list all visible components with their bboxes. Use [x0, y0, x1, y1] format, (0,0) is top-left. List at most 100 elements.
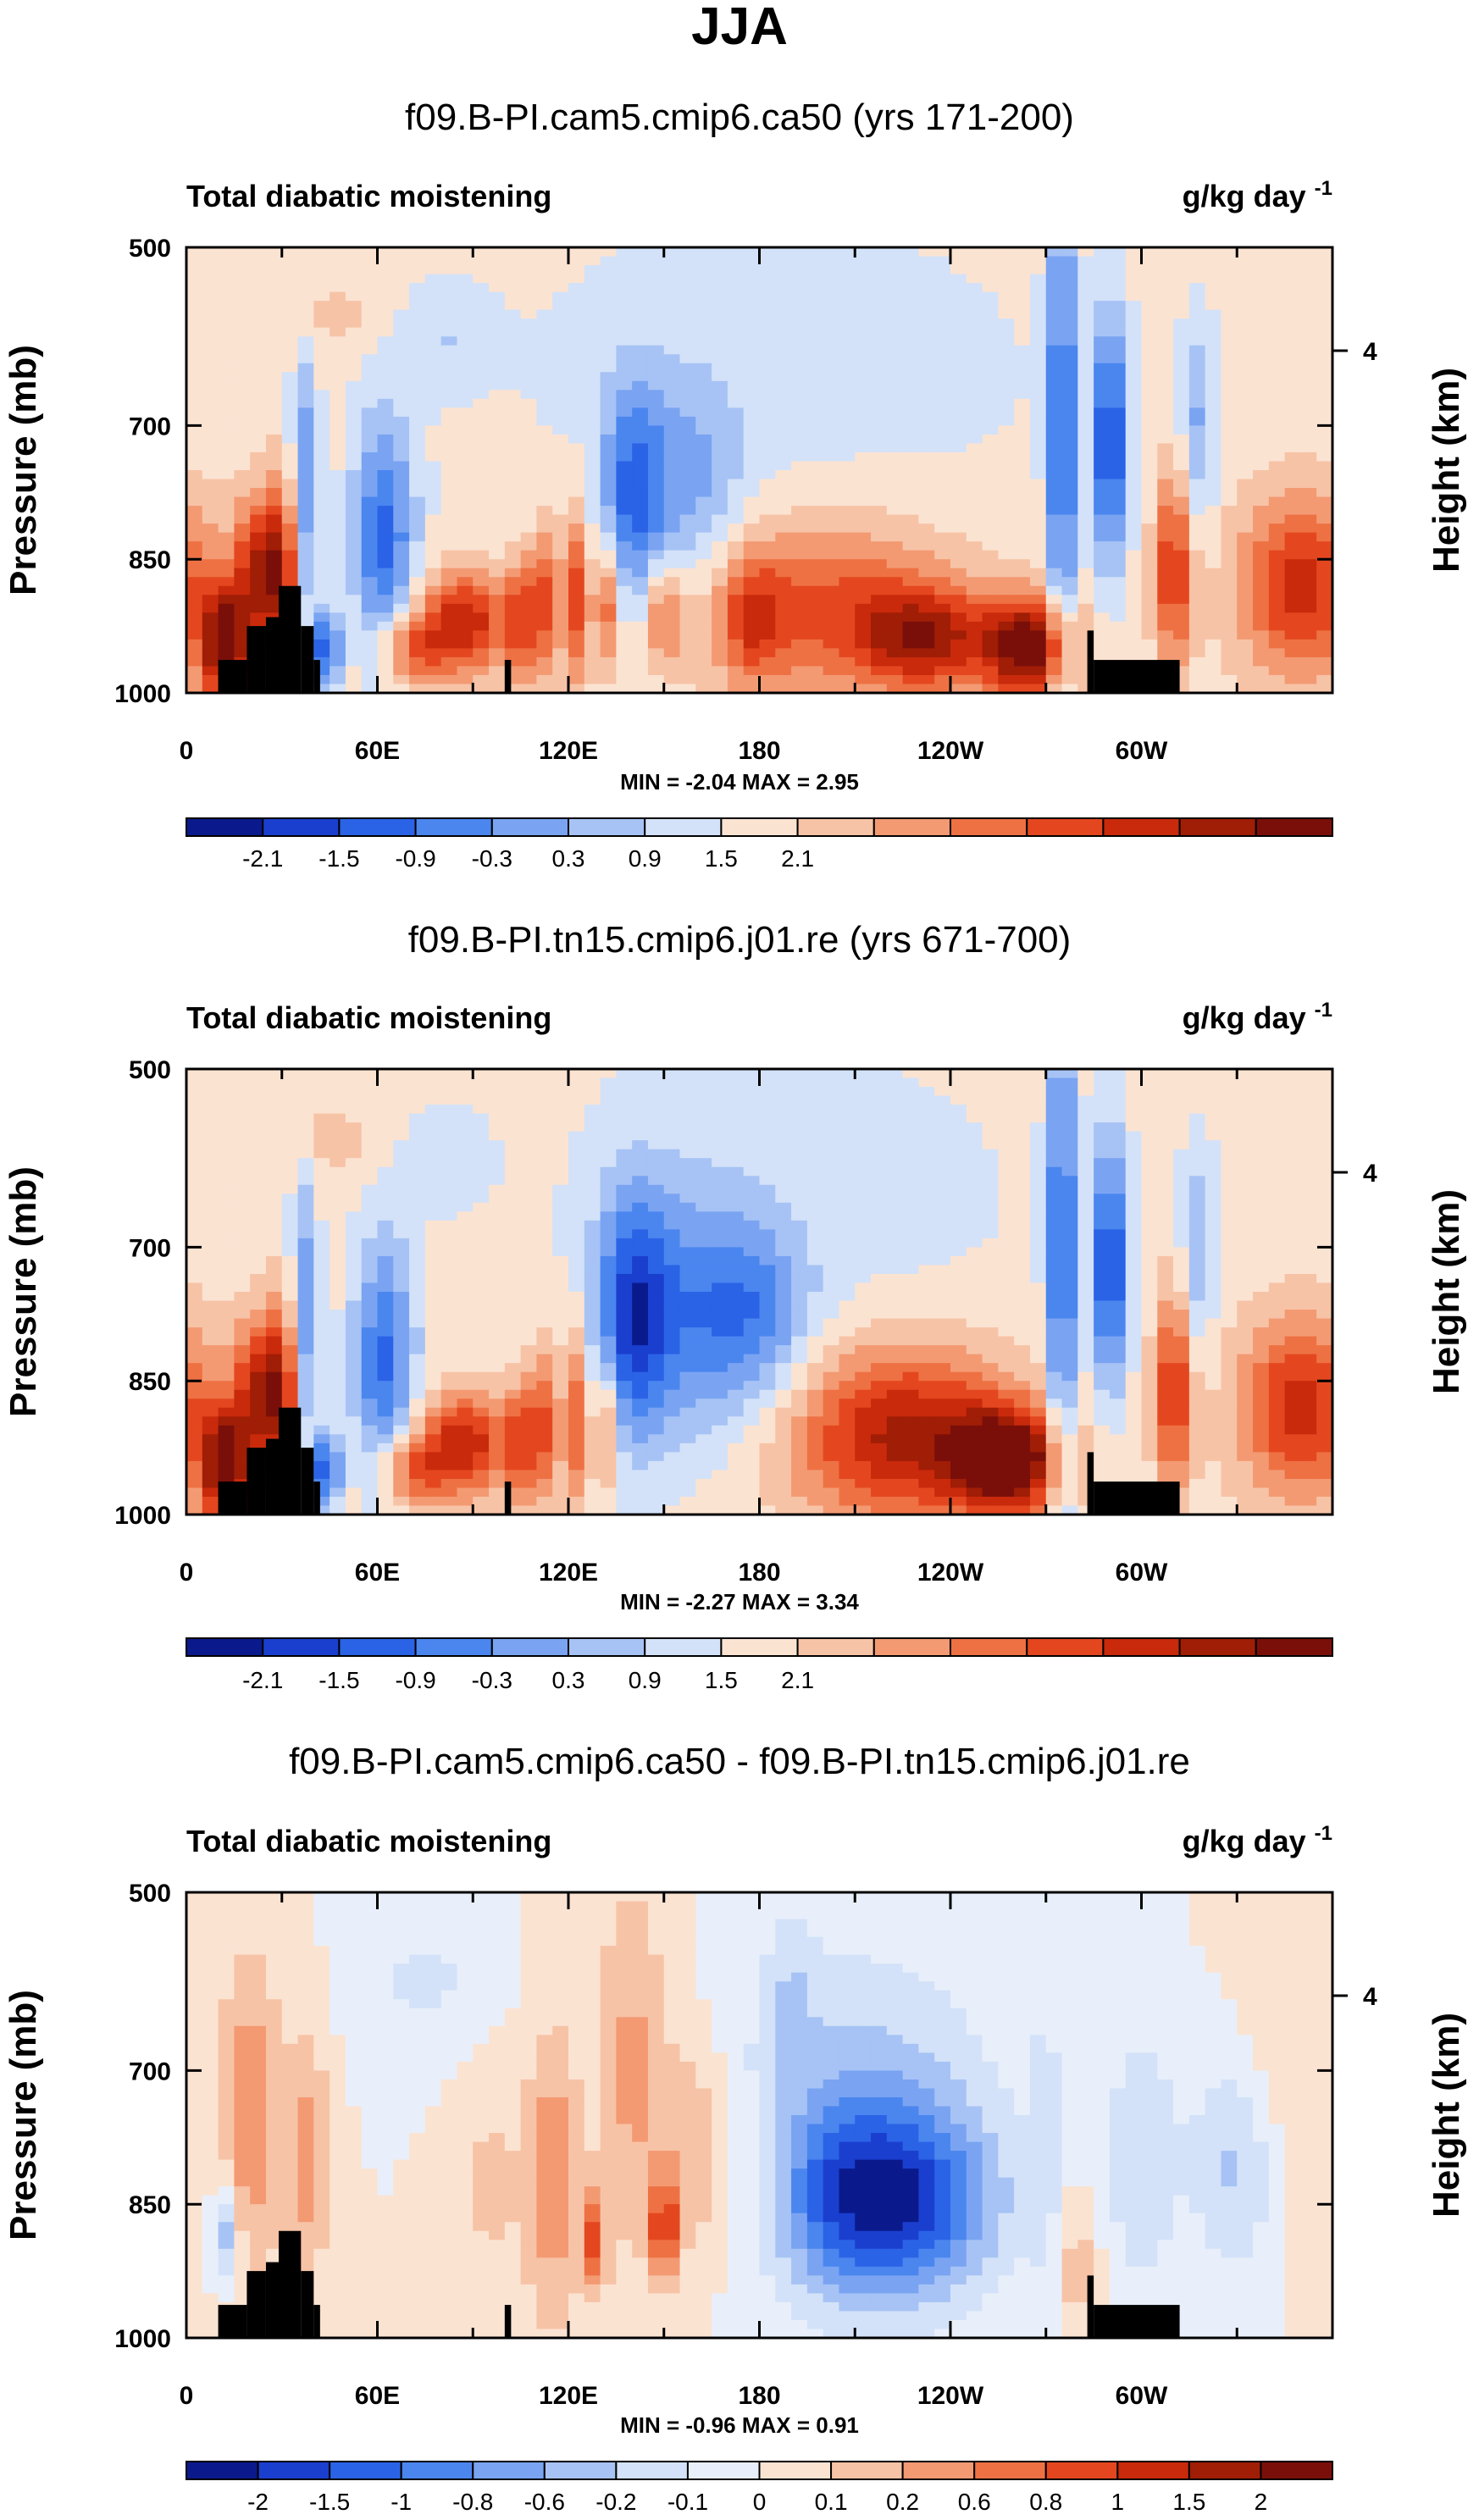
heatmap-cell [265, 585, 283, 596]
heatmap-cell [791, 674, 808, 685]
heatmap-cell [377, 1292, 395, 1302]
heatmap-cell [536, 1149, 554, 1159]
heatmap-cell [552, 1318, 569, 1328]
heatmap-cell [632, 603, 649, 614]
heatmap-cell [473, 1300, 490, 1310]
heatmap-cell [520, 568, 538, 579]
heatmap-cell [250, 612, 267, 623]
heatmap-cell [457, 559, 474, 569]
heatmap-cell [647, 291, 665, 302]
heatmap-cell [202, 1158, 219, 1168]
heatmap-cell [520, 256, 538, 266]
heatmap-cell [504, 1496, 522, 1507]
heatmap-cell [457, 434, 474, 445]
heatmap-cell [1125, 639, 1143, 650]
heatmap-cell [536, 1220, 554, 1231]
heatmap-cell [1221, 434, 1238, 445]
heatmap-cell [1077, 674, 1094, 685]
heatmap-cell [759, 336, 777, 346]
heatmap-cell [489, 291, 506, 302]
heatmap-cell [998, 479, 1015, 489]
heatmap-cell [1061, 559, 1079, 569]
heatmap-cell [1109, 265, 1127, 275]
heatmap-cell [457, 1496, 474, 1507]
heatmap-cell [186, 1247, 203, 1257]
heatmap-cell [982, 451, 1000, 462]
heatmap-cell [520, 1095, 538, 1105]
heatmap-cell [377, 1273, 395, 1284]
heatmap-cell [616, 265, 633, 275]
heatmap-cell [536, 363, 554, 374]
heatmap-cell [345, 434, 363, 445]
heatmap-cell [330, 541, 346, 551]
heatmap-cell [1268, 639, 1286, 650]
heatmap-cell [902, 372, 920, 382]
heatmap-cell [1205, 656, 1222, 667]
heatmap-cell [934, 398, 951, 409]
heatmap-cell [1268, 398, 1286, 409]
heatmap-cell [982, 372, 1000, 382]
heatmap-cell [934, 256, 951, 266]
heatmap-cell [1253, 470, 1270, 480]
heatmap-cell [1253, 577, 1270, 587]
heatmap-cell [345, 1300, 363, 1310]
heatmap-cell [202, 639, 219, 650]
heatmap-cell [186, 1273, 203, 1284]
heatmap-cell [202, 1318, 219, 1328]
heatmap-cell [775, 666, 792, 676]
heatmap-cell [361, 541, 379, 551]
heatmap-cell [345, 532, 363, 542]
heatmap-cell [918, 479, 936, 489]
heatmap-cell [1109, 612, 1127, 623]
heatmap-cell [1316, 327, 1333, 337]
heatmap-cell [265, 354, 283, 364]
heatmap-cell [1205, 451, 1222, 462]
heatmap-cell [1109, 363, 1127, 374]
heatmap-cell [839, 318, 856, 329]
heatmap-cell [552, 666, 569, 676]
heatmap-cell [1061, 398, 1079, 409]
heatmap-cell [1014, 479, 1031, 489]
heatmap-cell [791, 451, 808, 462]
heatmap-cell [520, 559, 538, 569]
heatmap-cell [806, 684, 824, 694]
heatmap-cell [759, 301, 777, 311]
heatmap-cell [918, 336, 936, 346]
heatmap-cell [663, 648, 681, 658]
heatmap-cell [1157, 488, 1174, 498]
heatmap-cell [424, 1131, 442, 1141]
heatmap-cell [806, 496, 824, 507]
heatmap-cell [1125, 523, 1143, 534]
heatmap-cell [473, 496, 490, 507]
heatmap-cell [504, 451, 522, 462]
heatmap-cell [377, 461, 395, 471]
heatmap-cell [695, 274, 712, 284]
heatmap-cell [520, 327, 538, 337]
heatmap-cell [1045, 291, 1063, 302]
heatmap-cell [313, 1194, 330, 1204]
heatmap-cell [759, 283, 777, 293]
heatmap-cell [663, 488, 681, 498]
heatmap-cell [202, 1470, 219, 1480]
heatmap-cell [1061, 506, 1079, 516]
heatmap-cell [584, 336, 601, 346]
heatmap-cell [855, 470, 872, 480]
heatmap-cell [250, 1105, 267, 1115]
heatmap-cell [743, 309, 761, 319]
heatmap-cell [361, 1158, 379, 1168]
heatmap-cell [1237, 506, 1254, 516]
heatmap-cell [1221, 265, 1238, 275]
heatmap-cell [775, 318, 792, 329]
heatmap-cell [712, 585, 728, 596]
heatmap-cell [918, 496, 936, 507]
heatmap-cell [584, 265, 601, 275]
heatmap-cell [1077, 568, 1094, 579]
heatmap-cell [186, 451, 203, 462]
heatmap-cell [1157, 461, 1174, 471]
heatmap-cell [902, 479, 920, 489]
heatmap-cell [489, 1166, 506, 1177]
heatmap-cell [855, 488, 872, 498]
heatmap-cell [902, 443, 920, 453]
heatmap-cell [345, 372, 363, 382]
heatmap-cell [584, 577, 601, 587]
